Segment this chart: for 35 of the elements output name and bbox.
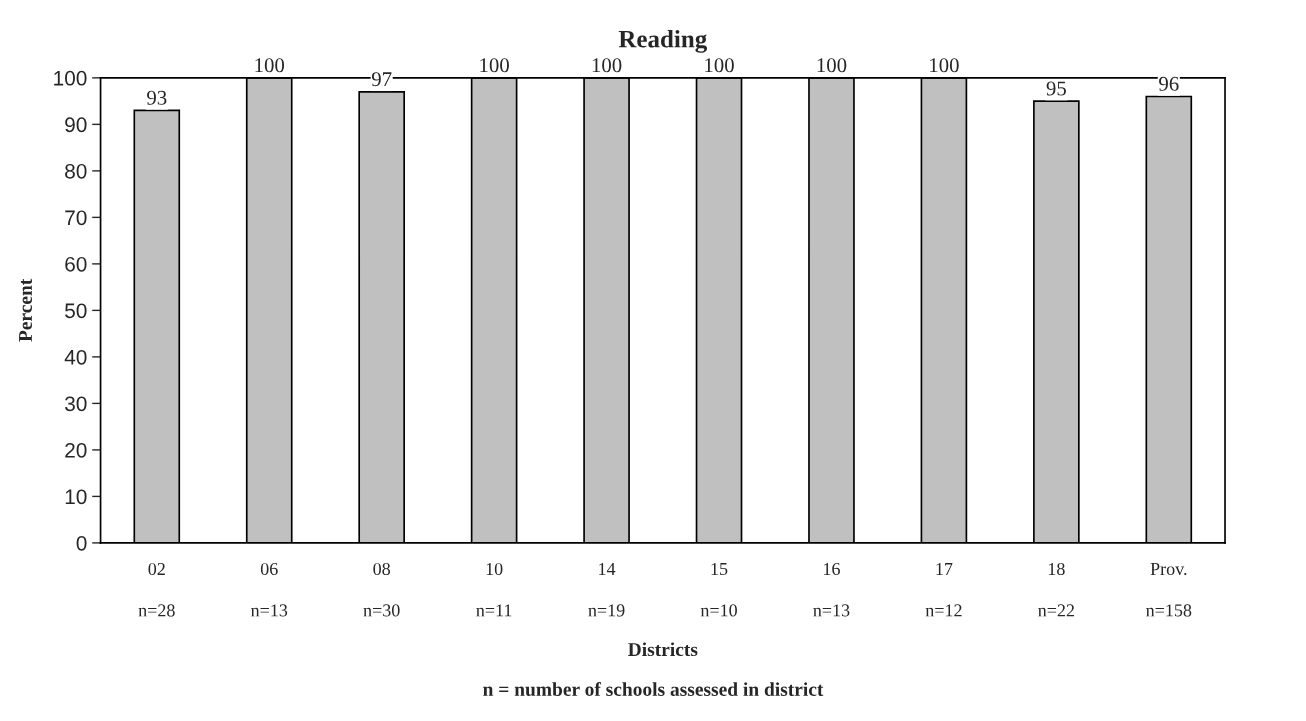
data-label: 100: [705, 58, 734, 73]
category-label: 10 n=11: [476, 562, 512, 617]
data-label: 100: [480, 58, 509, 73]
category-label: 06 n=13: [251, 562, 288, 617]
x-axis-title: Districts: [628, 642, 698, 657]
y-tick-label: 40: [64, 349, 87, 365]
data-label: 93: [147, 90, 167, 105]
category-label: 16 n=13: [813, 562, 850, 617]
y-axis-title: Percent: [19, 278, 32, 342]
data-label: 100: [930, 58, 959, 73]
category-label: 17 n=12: [925, 562, 962, 617]
category-label: 02 n=28: [138, 562, 175, 617]
y-tick-label: 100: [54, 70, 87, 86]
y-tick-label: 20: [65, 442, 87, 458]
y-tick-label: 60: [65, 256, 87, 272]
data-label: 95: [1046, 81, 1066, 96]
y-tick-label: 70: [65, 210, 87, 226]
category-label: Prov. n=158: [1146, 563, 1192, 617]
category-label: 15 n=10: [700, 562, 737, 617]
data-label: 100: [255, 58, 285, 73]
y-tick-label: 10: [65, 489, 87, 505]
data-label: 100: [592, 58, 622, 73]
y-tick-label: 50: [65, 303, 87, 319]
y-tick-label: 0: [76, 535, 87, 551]
category-label: 08 n=30: [363, 562, 400, 617]
y-tick-label: 90: [65, 117, 87, 133]
chart-title: Reading: [618, 29, 708, 53]
text: n = number of schools assessed in district: [483, 682, 824, 696]
y-tick-label: 80: [65, 163, 87, 179]
data-label: 96: [1159, 76, 1179, 91]
data-label: 100: [817, 58, 847, 73]
category-label: 18 n=22: [1038, 562, 1074, 617]
data-label: 97: [371, 72, 392, 87]
category-label: 14 n=19: [588, 562, 625, 617]
y-tick-label: 30: [64, 396, 87, 412]
